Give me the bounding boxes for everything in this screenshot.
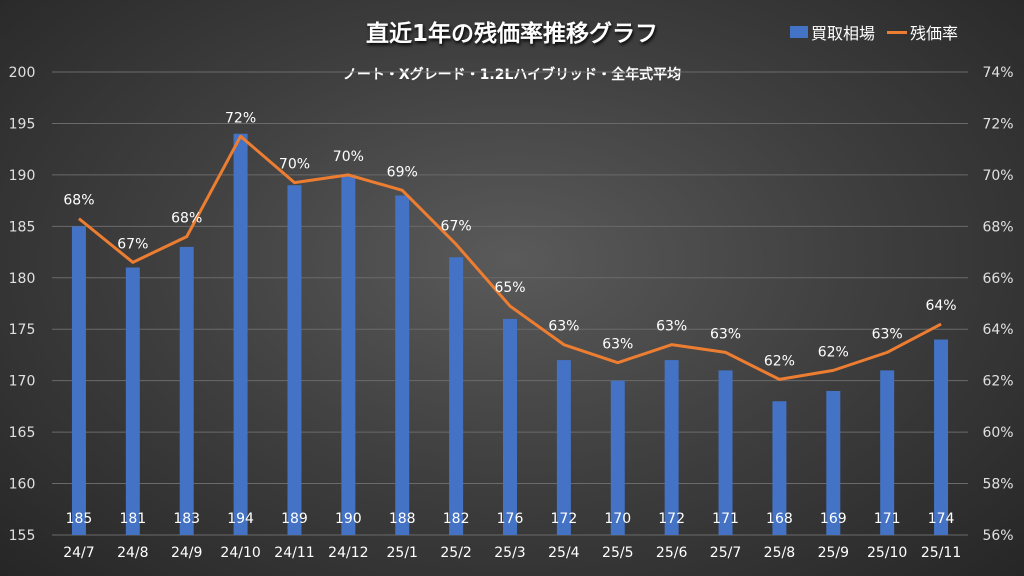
line-data-label: 63%: [602, 337, 633, 353]
bar-data-label: 174: [928, 511, 955, 527]
right-tick-label: 70%: [982, 168, 1013, 184]
bar: [610, 380, 625, 535]
line-data-label: 64%: [925, 298, 956, 314]
bar-data-label: 183: [173, 511, 200, 527]
bar-data-label: 176: [497, 511, 524, 527]
bar: [664, 360, 679, 535]
left-tick-label: 195: [9, 116, 36, 132]
x-tick-label: 25/6: [656, 545, 688, 561]
bar-data-label: 171: [712, 511, 739, 527]
x-tick-label: 24/7: [63, 545, 94, 561]
right-tick-label: 66%: [982, 271, 1013, 287]
x-tick-label: 25/8: [764, 545, 795, 561]
x-tick-label: 25/7: [710, 545, 741, 561]
left-tick-label: 185: [9, 219, 36, 235]
bar: [772, 401, 787, 535]
bar-data-label: 189: [281, 511, 308, 527]
bar-data-label: 182: [443, 511, 470, 527]
legend-item-line: 残価率: [887, 20, 958, 44]
x-tick-label: 24/12: [328, 545, 368, 561]
line-data-label: 68%: [63, 193, 94, 209]
x-tick-label: 25/11: [921, 545, 961, 561]
x-tick-label: 24/11: [274, 545, 314, 561]
left-tick-label: 160: [9, 477, 36, 493]
x-tick-label: 25/9: [818, 545, 849, 561]
bar: [179, 246, 194, 535]
line-data-label: 67%: [441, 218, 472, 234]
line-series: [77, 134, 942, 381]
bar: [395, 195, 410, 535]
bar-data-label: 190: [335, 511, 362, 527]
bar: [718, 370, 733, 535]
x-tick-label: 25/1: [387, 545, 418, 561]
line-data-label: 69%: [387, 164, 418, 180]
bar-data-label: 171: [874, 511, 901, 527]
left-tick-label: 170: [9, 374, 36, 390]
line-data-label: 63%: [872, 326, 903, 342]
bar-data-label: 172: [658, 511, 685, 527]
bar: [287, 185, 302, 535]
left-tick-label: 200: [9, 65, 36, 81]
x-tick-label: 24/10: [220, 545, 260, 561]
bar-data-label: 181: [119, 511, 146, 527]
bar: [125, 267, 140, 535]
line-data-label: 70%: [279, 157, 310, 173]
legend: 買取相場 残価率: [790, 20, 958, 44]
bar-data-label: 185: [66, 511, 93, 527]
bar: [826, 390, 841, 535]
right-tick-label: 60%: [982, 425, 1013, 441]
left-tick-label: 180: [9, 271, 36, 287]
line-data-label: 65%: [494, 280, 525, 296]
line-data-label: 70%: [333, 149, 364, 165]
x-tick-label: 25/2: [440, 545, 471, 561]
bar-data-label: 188: [389, 511, 416, 527]
x-tick-label: 25/5: [602, 545, 633, 561]
chart-subtitle: ノート・Xグレード・1.2Lハイブリッド・全年式平均: [342, 67, 682, 83]
x-tick-label: 25/10: [867, 545, 907, 561]
bar-data-label: 194: [227, 511, 254, 527]
bar: [341, 174, 356, 535]
bar-data-label: 168: [766, 511, 793, 527]
legend-item-bar: 買取相場: [790, 20, 875, 44]
left-tick-label: 165: [9, 425, 36, 441]
bar: [880, 370, 895, 535]
chart-title: 直近1年の残価率推移グラフ: [365, 21, 658, 47]
right-tick-label: 58%: [982, 477, 1013, 493]
right-tick-label: 62%: [982, 374, 1013, 390]
bar-data-label: 169: [820, 511, 847, 527]
line-data-label: 63%: [548, 319, 579, 335]
legend-label-bar: 買取相場: [811, 24, 876, 43]
line-data-label: 67%: [117, 236, 148, 252]
bar-data-label: 170: [604, 511, 631, 527]
right-tick-label: 74%: [982, 65, 1013, 81]
legend-label-line: 残価率: [910, 24, 959, 43]
line-data-label: 68%: [171, 211, 202, 227]
left-tick-label: 175: [9, 322, 36, 338]
bar: [449, 257, 464, 535]
bar: [503, 318, 517, 535]
bar: [934, 339, 949, 535]
right-tick-label: 72%: [982, 116, 1013, 132]
right-tick-label: 64%: [982, 322, 1013, 338]
line-data-label: 62%: [818, 344, 849, 360]
bar: [556, 360, 571, 535]
bar-data-label: 172: [551, 511, 578, 527]
legend-swatch-bar: [790, 26, 808, 38]
right-tick-label: 56%: [982, 528, 1013, 544]
left-tick-label: 155: [9, 528, 36, 544]
line-data-label: 62%: [764, 353, 795, 369]
line-data-label: 63%: [656, 319, 687, 335]
x-tick-label: 24/9: [171, 545, 202, 561]
legend-swatch-line: [887, 30, 908, 34]
bar: [233, 133, 248, 535]
line-data-label: 63%: [710, 326, 741, 342]
right-tick-label: 68%: [982, 219, 1013, 235]
left-tick-label: 190: [9, 168, 36, 184]
x-tick-label: 25/4: [548, 545, 580, 561]
x-tick-label: 24/8: [117, 545, 148, 561]
line-data-label: 72%: [225, 110, 256, 126]
bar: [71, 226, 86, 536]
x-tick-label: 25/3: [494, 545, 525, 561]
